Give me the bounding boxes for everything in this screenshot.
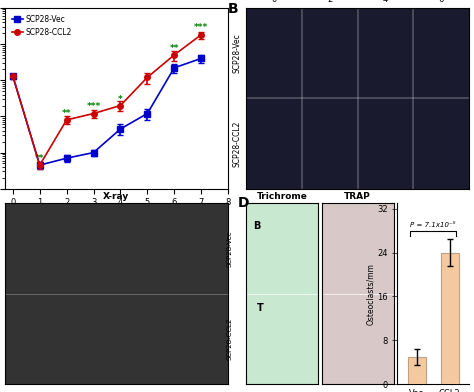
- Text: Trichrome: Trichrome: [256, 192, 308, 201]
- Text: P = 7.1x10⁻⁵: P = 7.1x10⁻⁵: [410, 222, 456, 228]
- X-axis label: Weeks after injection: Weeks after injection: [62, 213, 171, 222]
- Text: SCP28-CCL2: SCP28-CCL2: [227, 318, 233, 360]
- Text: 6: 6: [438, 0, 444, 4]
- Text: ***: ***: [86, 102, 100, 111]
- Text: TRAP: TRAP: [344, 192, 371, 201]
- Text: SCP28-CCL2: SCP28-CCL2: [232, 120, 241, 167]
- Text: X-ray: X-ray: [103, 192, 129, 201]
- Text: ***: ***: [194, 23, 208, 32]
- Text: B: B: [253, 221, 261, 231]
- Text: SCP28-Vec: SCP28-Vec: [232, 33, 241, 73]
- Text: **: **: [62, 109, 72, 118]
- Text: 0: 0: [271, 0, 276, 4]
- Text: SCP28-Vec: SCP28-Vec: [227, 230, 233, 267]
- Y-axis label: Osteoclasts/mm: Osteoclasts/mm: [366, 263, 375, 325]
- Text: **: **: [170, 44, 179, 53]
- Text: B: B: [228, 2, 239, 16]
- Bar: [408, 357, 426, 384]
- Text: 4: 4: [383, 0, 388, 4]
- Text: T: T: [257, 303, 264, 313]
- Text: D: D: [237, 196, 249, 210]
- Legend: SCP28-Vec, SCP28-CCL2: SCP28-Vec, SCP28-CCL2: [9, 12, 75, 40]
- Text: **: **: [35, 154, 45, 163]
- Bar: [441, 252, 459, 384]
- Text: 2: 2: [327, 0, 332, 4]
- Text: *: *: [118, 95, 123, 104]
